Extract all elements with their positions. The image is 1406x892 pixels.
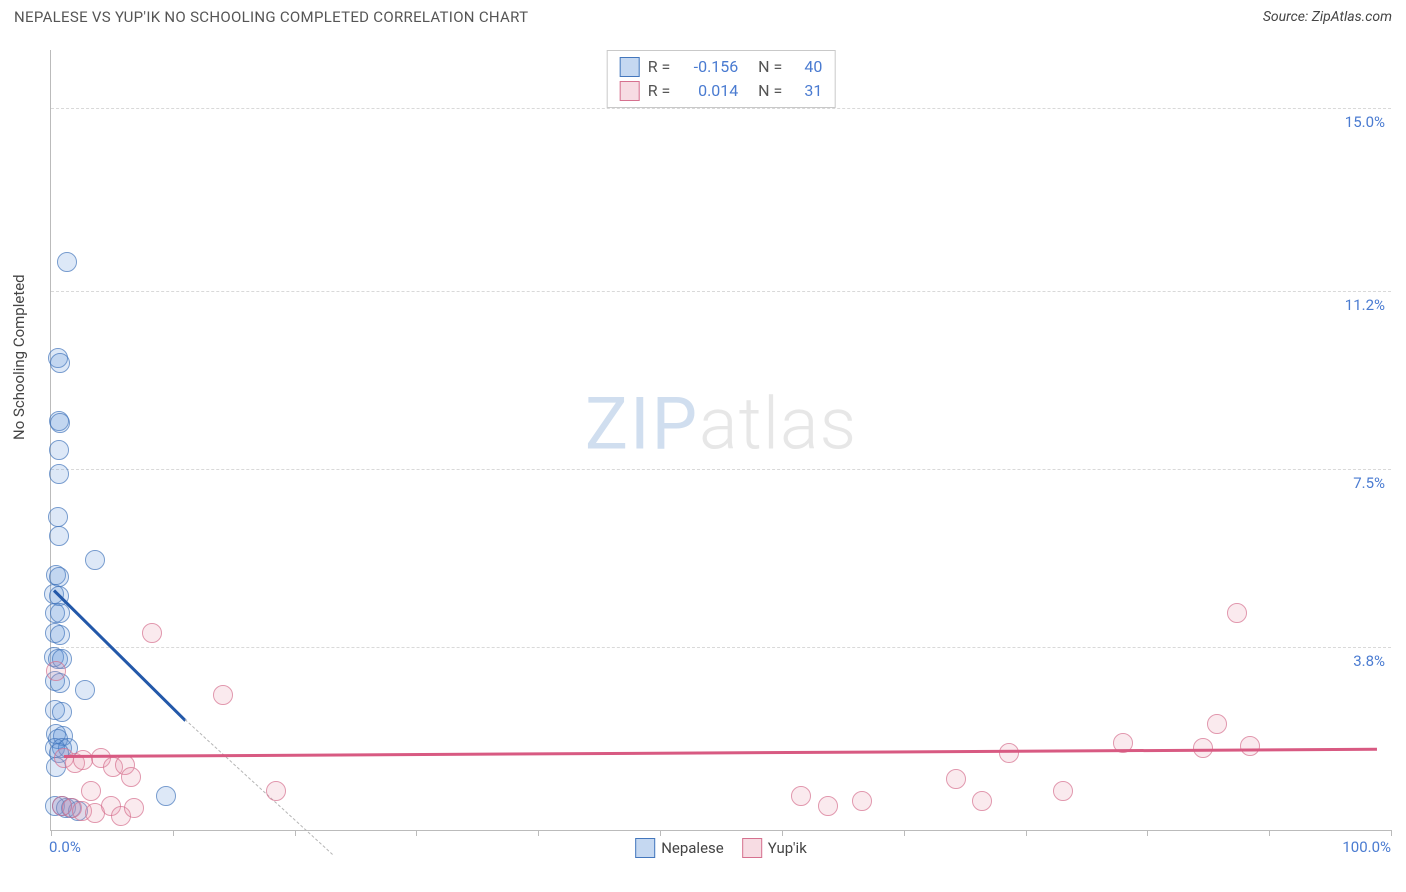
x-tick-mark	[1269, 830, 1270, 836]
trend-line	[64, 748, 1377, 758]
y-tick-label: 11.2%	[1345, 296, 1385, 314]
data-point-nepalese	[49, 464, 69, 484]
data-point-nepalese	[57, 252, 77, 272]
data-point-yupik	[818, 796, 838, 816]
data-point-yupik	[121, 767, 141, 787]
gridline	[51, 291, 1391, 292]
legend-n-label: N =	[746, 79, 786, 103]
chart-title: NEPALESE VS YUP'IK NO SCHOOLING COMPLETE…	[14, 8, 528, 26]
series-legend: Nepalese Yup'ik	[635, 838, 807, 858]
series-legend-label: Nepalese	[661, 839, 724, 857]
legend-n-value: 31	[794, 79, 822, 103]
x-tick-mark	[1391, 830, 1392, 836]
data-point-nepalese	[75, 680, 95, 700]
data-point-yupik	[1240, 736, 1260, 756]
gridline	[51, 469, 1391, 470]
x-tick-mark	[538, 830, 539, 836]
y-tick-label: 7.5%	[1353, 474, 1385, 492]
data-point-yupik	[1227, 603, 1247, 623]
legend-swatch-yupik	[742, 838, 762, 858]
x-tick-mark	[295, 830, 296, 836]
x-tick-mark	[416, 830, 417, 836]
data-point-nepalese	[50, 413, 70, 433]
x-axis-max-label: 100.0%	[1342, 838, 1391, 856]
gridline	[51, 647, 1391, 648]
stats-legend: R = -0.156 N = 40R = 0.014 N = 31	[607, 50, 836, 108]
data-point-yupik	[972, 791, 992, 811]
data-point-yupik	[791, 786, 811, 806]
legend-swatch-nepalese	[620, 57, 640, 77]
source-attribution: Source: ZipAtlas.com	[1263, 9, 1392, 25]
data-point-yupik	[946, 769, 966, 789]
data-point-yupik	[852, 791, 872, 811]
trend-line	[185, 719, 333, 855]
x-tick-mark	[51, 830, 52, 836]
x-tick-mark	[1026, 830, 1027, 836]
data-point-nepalese	[50, 625, 70, 645]
gridline	[51, 108, 1391, 109]
legend-r-label: R =	[648, 55, 675, 79]
data-point-yupik	[81, 781, 101, 801]
y-tick-label: 3.8%	[1353, 652, 1385, 670]
legend-r-value: -0.156	[682, 55, 738, 79]
data-point-yupik	[142, 623, 162, 643]
x-tick-mark	[173, 830, 174, 836]
data-point-nepalese	[49, 526, 69, 546]
data-point-yupik	[1207, 714, 1227, 734]
x-axis-min-label: 0.0%	[49, 838, 81, 856]
data-point-yupik	[999, 743, 1019, 763]
y-axis-title: No Schooling Completed	[10, 274, 28, 440]
legend-swatch-nepalese	[635, 838, 655, 858]
watermark-atlas: atlas	[699, 382, 857, 467]
trend-line	[53, 590, 186, 722]
y-tick-label: 15.0%	[1345, 113, 1385, 131]
x-tick-mark	[782, 830, 783, 836]
watermark-zip: ZIP	[585, 382, 699, 467]
data-point-yupik	[124, 798, 144, 818]
data-point-nepalese	[48, 507, 68, 527]
legend-r-value: 0.014	[682, 79, 738, 103]
data-point-yupik	[46, 661, 66, 681]
stats-legend-row-yupik: R = 0.014 N = 31	[620, 79, 823, 103]
legend-r-label: R =	[648, 79, 675, 103]
data-point-nepalese	[49, 440, 69, 460]
stats-legend-row-nepalese: R = -0.156 N = 40	[620, 55, 823, 79]
data-point-yupik	[266, 781, 286, 801]
watermark: ZIPatlas	[585, 382, 857, 467]
data-point-yupik	[213, 685, 233, 705]
legend-swatch-yupik	[620, 81, 640, 101]
x-tick-mark	[1147, 830, 1148, 836]
x-tick-mark	[904, 830, 905, 836]
data-point-nepalese	[50, 353, 70, 373]
series-legend-item-yupik: Yup'ik	[742, 838, 807, 858]
legend-n-label: N =	[746, 55, 786, 79]
series-legend-item-nepalese: Nepalese	[635, 838, 724, 858]
data-point-nepalese	[52, 702, 72, 722]
legend-n-value: 40	[794, 55, 822, 79]
plot-area: ZIPatlas R = -0.156 N = 40R = 0.014 N = …	[50, 50, 1391, 831]
chart-header: NEPALESE VS YUP'IK NO SCHOOLING COMPLETE…	[0, 0, 1406, 30]
data-point-nepalese	[85, 550, 105, 570]
series-legend-label: Yup'ik	[768, 839, 807, 857]
data-point-nepalese	[156, 786, 176, 806]
data-point-yupik	[1053, 781, 1073, 801]
x-tick-mark	[660, 830, 661, 836]
